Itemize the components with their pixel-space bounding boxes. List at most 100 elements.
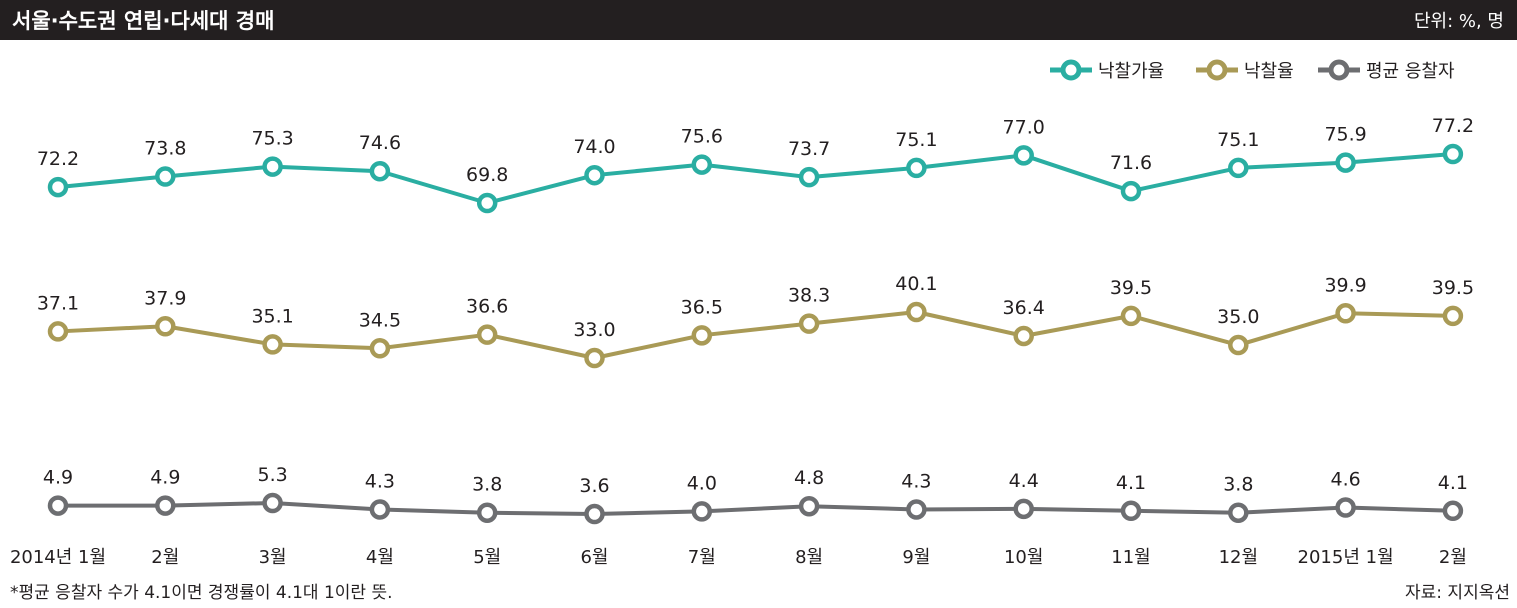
series-1-segment-2 <box>272 342 380 351</box>
series-0-segment-9 <box>1023 153 1132 193</box>
series-1-point-2 <box>262 334 283 355</box>
series-0-data-label-8: 75.1 <box>895 129 937 151</box>
series-0-data-label-9: 77.0 <box>1003 116 1045 138</box>
series-0-data-label-13: 77.2 <box>1432 115 1474 137</box>
series-2-point-7 <box>798 495 820 517</box>
series-2-point-1 <box>155 495 176 516</box>
series-2-data-label-8: 4.3 <box>901 470 931 492</box>
series-0-data-label-3: 74.6 <box>359 132 401 154</box>
series-0-data-label-4: 69.8 <box>466 164 508 186</box>
legend-marker-0 <box>1060 59 1082 81</box>
legend-item-2: 평균 응찰자 <box>1318 59 1455 82</box>
series-1-segment-10 <box>1130 313 1239 347</box>
series-1-data-label-3: 34.5 <box>359 309 401 331</box>
series-2-data-label-11: 3.8 <box>1223 474 1253 496</box>
legend: 낙찰가율 낙찰율 평균 응찰자 <box>1050 59 1455 82</box>
series-1-data-label-6: 36.5 <box>681 296 723 318</box>
chart-title: 서울·수도권 연립·다세대 경매 <box>12 9 274 33</box>
x-tick-label-9: 10월 <box>1004 547 1043 568</box>
series-1-data-label-8: 40.1 <box>895 273 937 295</box>
series-2-point-5 <box>584 503 605 525</box>
series-0-point-12 <box>1335 152 1356 173</box>
series-1-data-label-9: 36.4 <box>1003 297 1045 319</box>
series-1-point-10 <box>1120 305 1142 327</box>
series-2-segment-3 <box>379 507 488 515</box>
series-0-segment-5 <box>594 162 702 178</box>
series-1-segment-6 <box>701 321 810 338</box>
series-1-segment-1 <box>164 324 273 347</box>
series-0-point-4 <box>476 192 498 214</box>
series-0-segment-11 <box>1238 160 1346 170</box>
series-2-segment-11 <box>1238 505 1346 515</box>
series-2-segment-6 <box>701 504 810 514</box>
x-tick-label-5: 6월 <box>580 547 608 568</box>
series-2-data-label-7: 4.8 <box>794 467 824 489</box>
series-1-point-7 <box>798 313 820 334</box>
series-0-point-9 <box>1013 145 1034 166</box>
series-2-data-label-12: 4.6 <box>1330 469 1360 491</box>
series-0-point-11 <box>1228 157 1249 179</box>
series-0-data-label-7: 73.7 <box>788 138 830 160</box>
series-2-point-9 <box>1013 498 1034 520</box>
series-2-data-label-9: 4.4 <box>1009 470 1039 492</box>
series-1-segment-4 <box>486 332 595 360</box>
series-2-data-label-5: 3.6 <box>579 475 609 497</box>
series-1-point-3 <box>369 338 391 359</box>
series-1-point-9 <box>1013 325 1034 347</box>
series-2-point-2 <box>262 492 283 514</box>
title-bar <box>0 0 1517 40</box>
series-0-point-3 <box>369 160 391 182</box>
series-0-data-label-5: 74.0 <box>573 136 615 158</box>
series-2-data-label-13: 4.1 <box>1438 472 1468 494</box>
series-2-point-11 <box>1228 502 1249 523</box>
series-1-data-label-11: 35.0 <box>1217 306 1259 328</box>
series-1-point-8 <box>906 301 927 323</box>
series-0-point-6 <box>691 154 713 175</box>
series-1-segment-0 <box>57 324 166 334</box>
series-2-point-0 <box>47 495 69 516</box>
series-1-segment-3 <box>379 332 488 351</box>
legend-label-2: 평균 응찰자 <box>1366 61 1455 82</box>
x-tick-label-3: 4월 <box>366 547 394 568</box>
series-2-point-8 <box>906 499 927 520</box>
series-0-data-label-11: 75.1 <box>1217 129 1259 151</box>
x-tick-label-6: 7월 <box>688 547 716 568</box>
series-0-data-label-6: 75.6 <box>681 126 723 148</box>
series-2-segment-1 <box>165 501 273 508</box>
series-1-segment-7 <box>808 310 917 326</box>
series-1-data-label-10: 39.5 <box>1110 277 1152 299</box>
x-tick-label-12: 2015년 1월 <box>1298 547 1394 568</box>
x-tick-label-2: 3월 <box>259 547 287 568</box>
series-1-segment-12 <box>1345 311 1453 318</box>
series-2-segment-4 <box>487 510 595 516</box>
series-2-point-13 <box>1442 500 1464 522</box>
series-0-segment-0 <box>57 174 166 190</box>
series-0-segment-12 <box>1345 152 1454 165</box>
series-0-segment-2 <box>272 164 380 174</box>
series-1-data-label-7: 38.3 <box>788 285 830 307</box>
series-0-data-label-2: 75.3 <box>251 128 293 150</box>
series-1-segment-11 <box>1237 311 1347 347</box>
series-2-segment-9 <box>1023 506 1132 513</box>
series-2-data-label-6: 4.0 <box>687 472 717 494</box>
series-0-segment-8 <box>916 153 1024 170</box>
series-1-point-1 <box>155 316 176 337</box>
x-tick-label-7: 8월 <box>795 547 823 568</box>
series-2-data-label-4: 3.8 <box>472 474 502 496</box>
series-0-point-1 <box>155 166 176 187</box>
plot-area: 72.2 73.8 75.3 74.6 69.8 74.0 75.6 73.7 75.1 77.0… <box>37 115 1474 525</box>
series-1-point-12 <box>1335 303 1356 324</box>
series-1-point-11 <box>1228 334 1249 356</box>
series-2-point-4 <box>476 502 498 523</box>
series-2-segment-12 <box>1345 505 1453 513</box>
series-0-point-0 <box>47 176 69 198</box>
series-0-segment-1 <box>165 164 273 179</box>
x-tick-label-1: 2월 <box>151 547 179 568</box>
series-0-point-7 <box>798 166 820 188</box>
series-2-point-6 <box>691 501 713 522</box>
series-1-data-label-0: 37.1 <box>37 292 79 314</box>
series-0-segment-4 <box>486 173 596 205</box>
series-2-point-10 <box>1120 500 1142 522</box>
series-2-data-label-10: 4.1 <box>1116 472 1146 494</box>
